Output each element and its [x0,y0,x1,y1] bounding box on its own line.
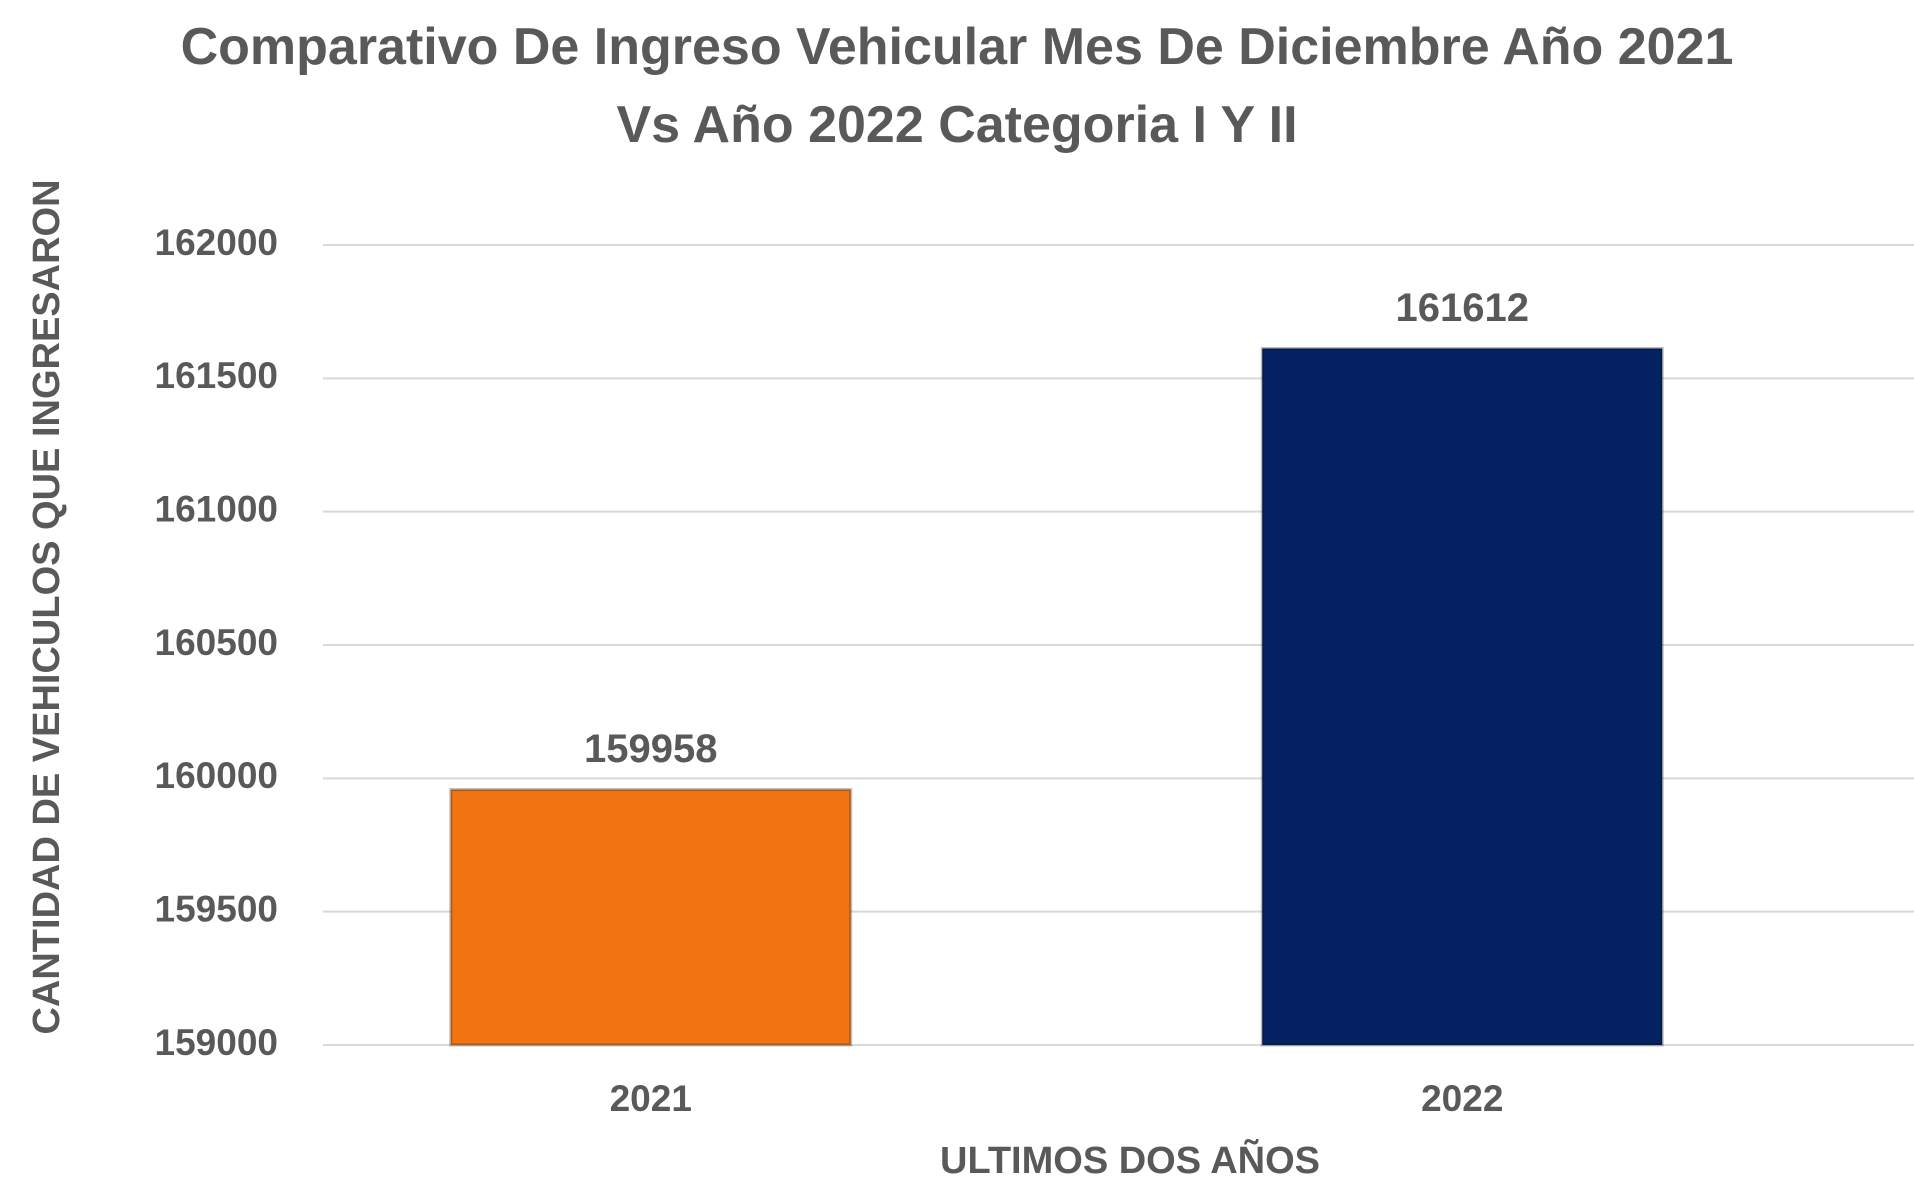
x-axis-title: ULTIMOS DOS AÑOS [940,1138,1320,1182]
chart-title: Comparativo De Ingreso Vehicular Mes De … [180,18,1734,154]
y-tick-label: 159500 [155,888,278,929]
y-tick-label: 160500 [155,622,278,663]
x-tick-label: 2022 [1421,1078,1503,1119]
y-axis-title: CANTIDAD DE VEHICULOS QUE INGRESARON [26,179,68,1034]
y-tick-label: 161500 [155,355,278,396]
data-label: 159958 [584,727,717,771]
data-label: 161612 [1396,286,1529,330]
y-tick-label: 160000 [155,755,278,796]
y-tick-label: 161000 [155,488,278,529]
y-tick-label: 162000 [155,222,278,263]
bar [449,788,853,1047]
x-tick-label: 2021 [610,1078,692,1119]
bar [1260,346,1664,1047]
y-tick-label: 159000 [155,1022,278,1063]
